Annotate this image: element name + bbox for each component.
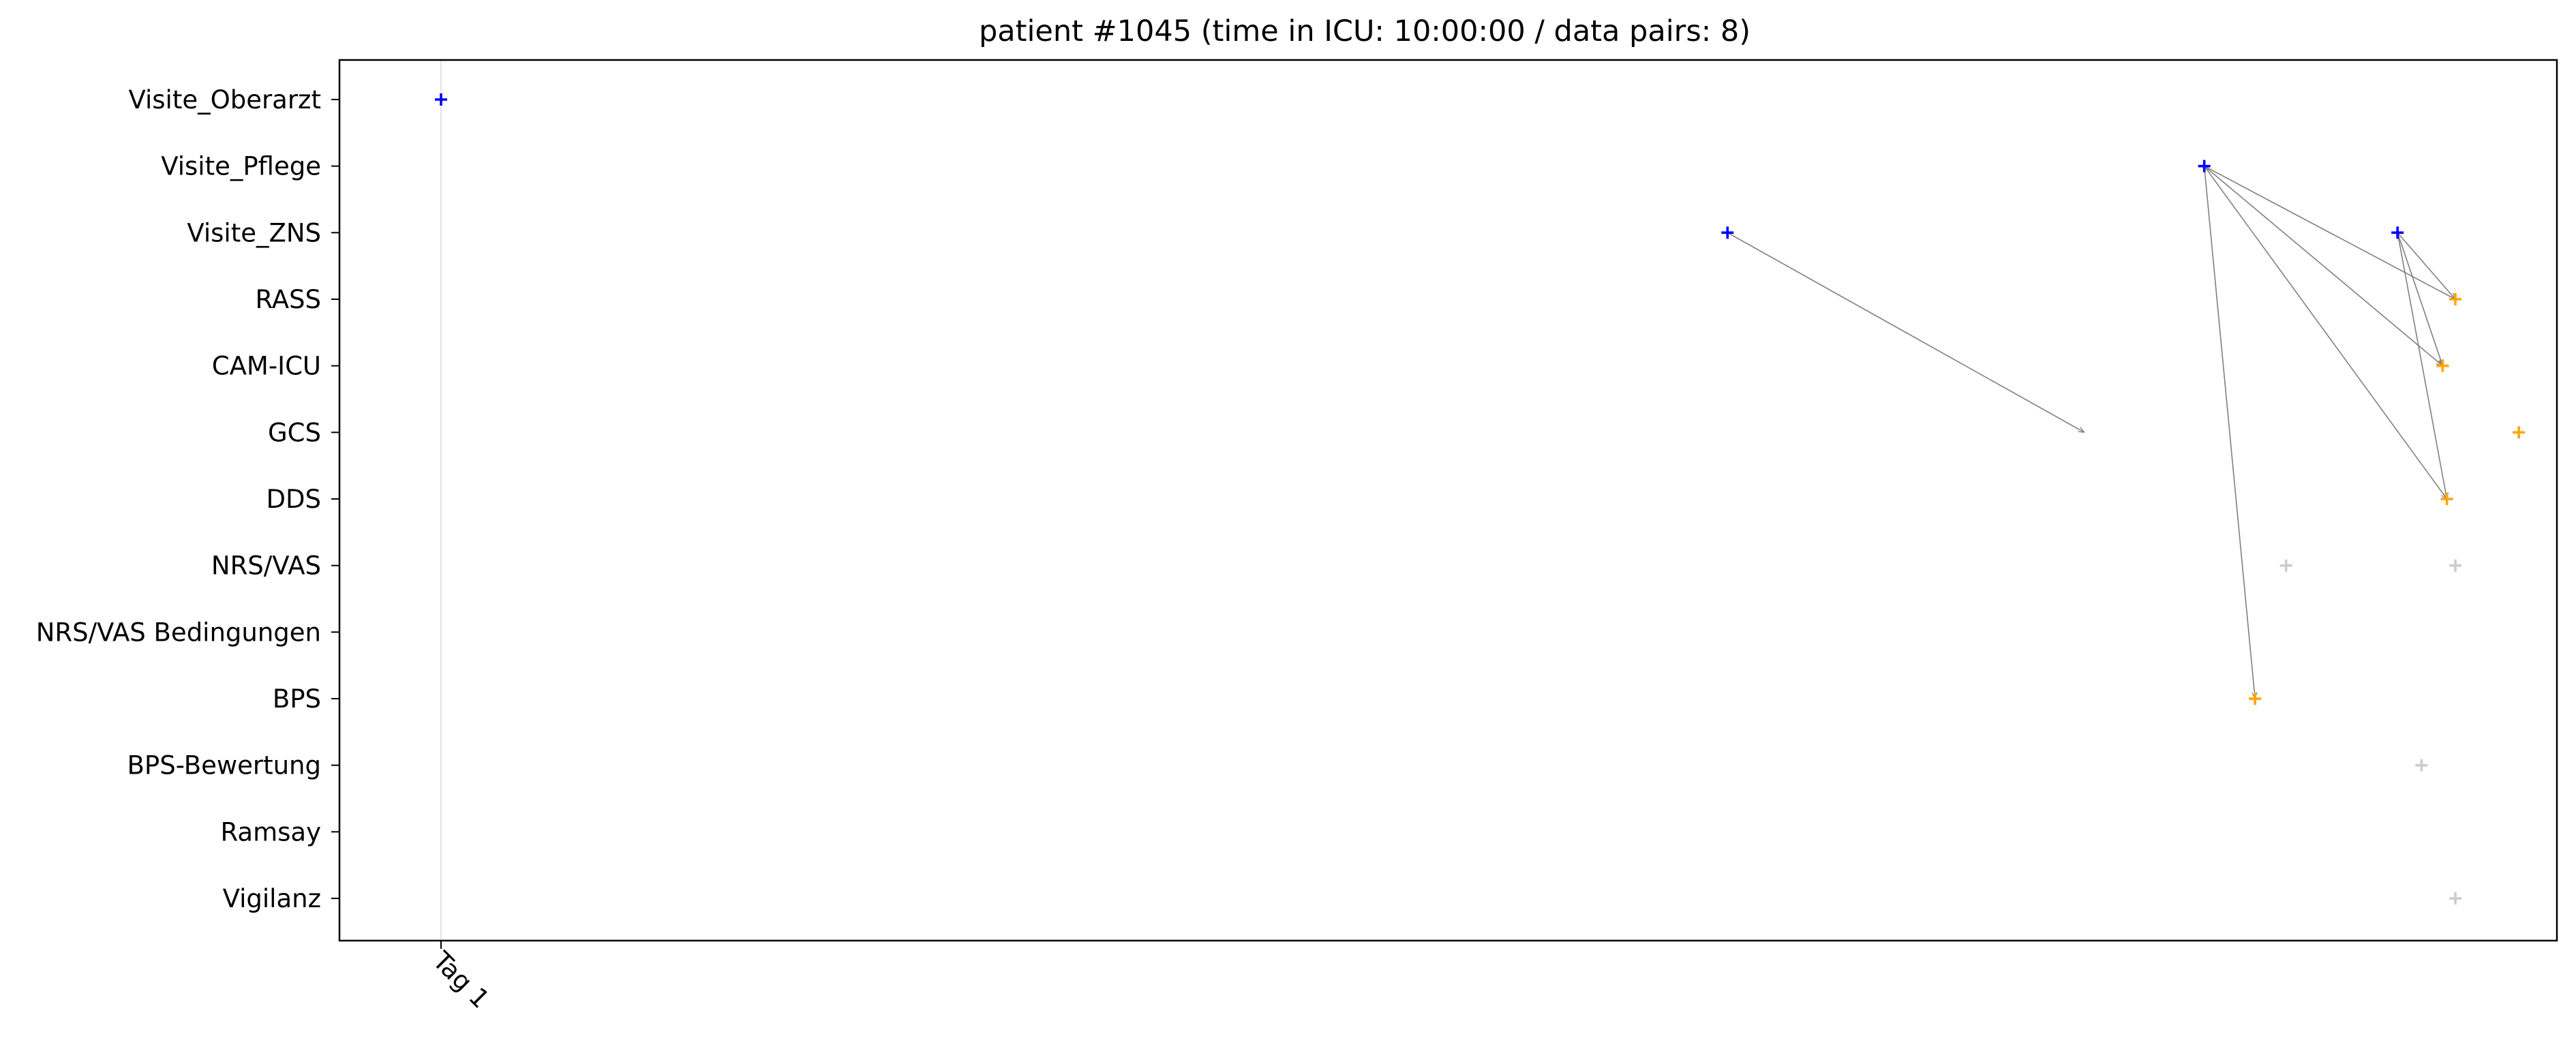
- pair-arrow-6: [2397, 232, 2442, 365]
- chart-title: patient #1045 (time in ICU: 10:00:00 / d…: [979, 14, 1751, 48]
- point-layer: [434, 93, 2526, 905]
- y-axis: Visite_Oberarzt Visite_Pflege Visite_ZNS RA…: [36, 85, 339, 913]
- arrow-layer: [1727, 165, 2455, 699]
- data-point-nrs-vas-2-0: [2279, 559, 2292, 572]
- pair-arrow-2: [2204, 166, 2443, 366]
- data-point-visite-zns-0-2: [1721, 226, 1734, 239]
- x-axis: Tag 1: [427, 941, 495, 1014]
- pair-arrow-4: [2203, 166, 2255, 699]
- data-point-dds-1-3: [2440, 493, 2453, 506]
- y-tick-label-nrs-vas-bedingungen: NRS/VAS Bedingungen: [36, 618, 321, 647]
- data-point-cam-icu-1-1: [2436, 359, 2449, 372]
- pair-arrow-0: [1727, 232, 2085, 432]
- pair-arrow-5: [2397, 232, 2455, 299]
- data-point-bps-bewertung-2-2: [2415, 759, 2428, 772]
- data-point-visite-oberarzt-0-0: [434, 93, 447, 106]
- pair-arrow-7: [2397, 232, 2446, 499]
- data-point-vigilanz-2-3: [2449, 892, 2462, 905]
- pair-arrow-3: [2204, 166, 2447, 499]
- y-tick-label-cam-icu: CAM-ICU: [212, 352, 321, 381]
- data-point-rass-1-0: [2449, 293, 2462, 306]
- data-point-visite-pflege-0-1: [2198, 159, 2211, 172]
- pair-arrow-1: [2204, 165, 2455, 299]
- data-point-nrs-vas-2-1: [2449, 559, 2462, 572]
- y-tick-label-gcs: GCS: [268, 418, 321, 447]
- y-tick-label-dds: DDS: [267, 485, 321, 514]
- y-tick-label-rass: RASS: [256, 285, 322, 314]
- y-tick-label-vigilanz: Vigilanz: [223, 884, 321, 913]
- data-point-visite-zns-0-3: [2391, 226, 2404, 239]
- y-tick-label-visite-oberarzt: Visite_Oberarzt: [128, 85, 321, 115]
- y-tick-label-ramsay: Ramsay: [221, 817, 321, 847]
- data-point-bps-1-4: [2249, 693, 2262, 705]
- x-tick-label-0: Tag 1: [427, 945, 495, 1014]
- data-point-gcs-1-2: [2513, 426, 2526, 439]
- y-tick-label-bps: BPS: [273, 684, 321, 714]
- y-tick-label-bps-bewertung: BPS-Bewertung: [127, 751, 322, 780]
- y-tick-label-nrs-vas: NRS/VAS: [211, 551, 321, 581]
- plot-area-frame: [338, 59, 2558, 942]
- y-tick-label-visite-zns: Visite_ZNS: [187, 218, 321, 247]
- y-tick-label-visite-pflege: Visite_Pflege: [161, 152, 321, 181]
